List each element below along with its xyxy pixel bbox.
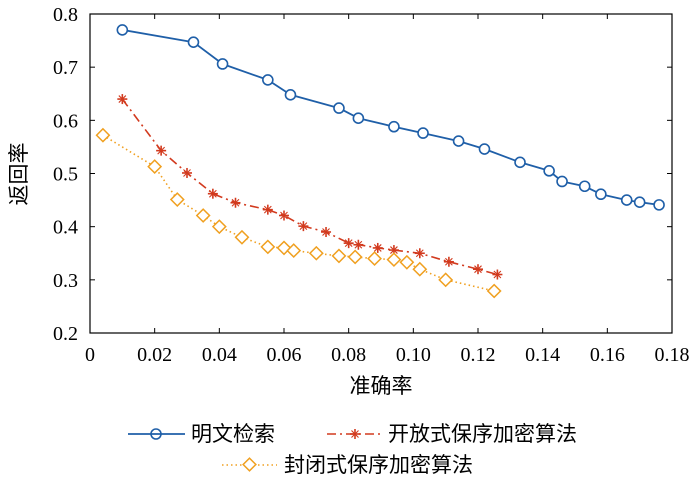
legend-label-plaintext: 明文检索 <box>191 422 275 446</box>
data-point <box>556 175 568 188</box>
y-tick-label: 0.6 <box>53 110 78 132</box>
x-tick-label: 0.16 <box>590 344 625 366</box>
x-tick-label: 0.06 <box>267 344 302 366</box>
data-point <box>473 264 483 275</box>
x-tick-label: 0 <box>85 344 95 366</box>
data-point <box>211 219 227 235</box>
legend: 明文检索 开放式保序加密算法 封闭式保序加密算法 <box>128 422 577 477</box>
data-point <box>116 24 129 36</box>
data-point <box>331 248 347 264</box>
data-point <box>452 135 465 147</box>
data-point <box>187 36 200 48</box>
data-point <box>492 269 503 280</box>
x-tick-label: 0.08 <box>331 344 366 366</box>
data-point <box>260 239 276 255</box>
series-line-1 <box>121 98 498 276</box>
data-point <box>417 127 429 139</box>
axis-ticks <box>89 13 673 334</box>
data-point <box>352 112 365 125</box>
data-point <box>372 242 383 253</box>
data-point <box>262 204 273 215</box>
x-axis-label: 准确率 <box>350 374 413 398</box>
plot-frame <box>89 13 673 334</box>
series-1 <box>117 94 503 280</box>
series-line-0 <box>122 29 660 206</box>
series-line-2 <box>102 134 495 292</box>
data-point <box>414 248 425 259</box>
y-tick-label: 0.3 <box>53 270 78 292</box>
data-point <box>298 221 309 232</box>
data-point <box>388 120 400 133</box>
y-tick-labels: 0.2 0.3 0.4 0.5 0.6 0.7 0.8 <box>53 4 78 345</box>
data-point <box>620 194 633 206</box>
legend-label-open-ope: 开放式保序加密算法 <box>388 422 577 446</box>
legend-item-plaintext: 明文检索 <box>128 422 275 446</box>
data-point <box>343 238 354 249</box>
data-point <box>386 252 402 268</box>
series-2 <box>95 127 502 299</box>
legend-marker-open-ope <box>350 429 360 439</box>
x-tick-label: 0.04 <box>202 344 237 366</box>
series-0 <box>116 24 665 211</box>
data-point <box>653 199 665 211</box>
data-point <box>321 226 332 237</box>
legend-item-closed-ope: 封闭式保序加密算法 <box>222 453 473 477</box>
data-point <box>216 58 229 70</box>
data-point <box>412 261 428 277</box>
y-tick-label: 0.4 <box>53 217 78 239</box>
y-tick-label: 0.7 <box>53 57 78 79</box>
data-point <box>399 254 415 270</box>
x-tick-label: 0.02 <box>137 344 172 366</box>
legend-item-open-ope: 开放式保序加密算法 <box>327 422 577 446</box>
data-point <box>595 188 607 201</box>
y-tick-label: 0.8 <box>53 4 78 26</box>
data-point <box>286 243 302 259</box>
x-tick-label: 0.14 <box>525 344 560 366</box>
data-point <box>353 239 364 250</box>
data-point <box>578 180 591 193</box>
data-point <box>633 196 646 209</box>
data-point <box>207 188 218 199</box>
data-point <box>95 127 111 143</box>
data-point <box>195 208 211 223</box>
data-point <box>169 192 185 207</box>
data-point <box>262 74 274 86</box>
x-tick-label: 0.10 <box>396 344 431 366</box>
data-point <box>367 251 382 266</box>
data-point <box>543 165 555 177</box>
x-tick-label: 0.18 <box>655 344 690 366</box>
y-axis-label: 返回率 <box>7 143 31 206</box>
legend-label-closed-ope: 封闭式保序加密算法 <box>284 453 473 477</box>
data-point <box>234 229 250 245</box>
data-point <box>117 94 128 105</box>
x-tick-label: 0.12 <box>461 344 496 366</box>
data-point <box>478 143 491 155</box>
x-tick-labels: 0 0.02 0.04 0.06 0.08 0.10 0.12 0.14 0.16 0.18 <box>85 344 690 366</box>
data-point <box>308 245 324 261</box>
data-point <box>156 145 167 156</box>
data-point <box>347 249 363 265</box>
data-point <box>514 156 526 169</box>
data-point <box>486 283 502 299</box>
legend-marker-plaintext <box>150 428 162 440</box>
legend-marker-closed-ope <box>242 457 257 472</box>
data-point <box>182 167 192 178</box>
y-tick-label: 0.5 <box>53 164 78 186</box>
data-point <box>279 210 289 221</box>
data-point <box>147 159 163 175</box>
data-point <box>333 102 345 114</box>
y-tick-label: 0.2 <box>53 323 78 345</box>
data-point <box>284 89 297 101</box>
series-layer <box>95 24 665 299</box>
legend-star-glyph <box>350 429 360 439</box>
data-point <box>443 256 454 267</box>
data-point <box>438 272 454 288</box>
data-point <box>230 197 241 208</box>
